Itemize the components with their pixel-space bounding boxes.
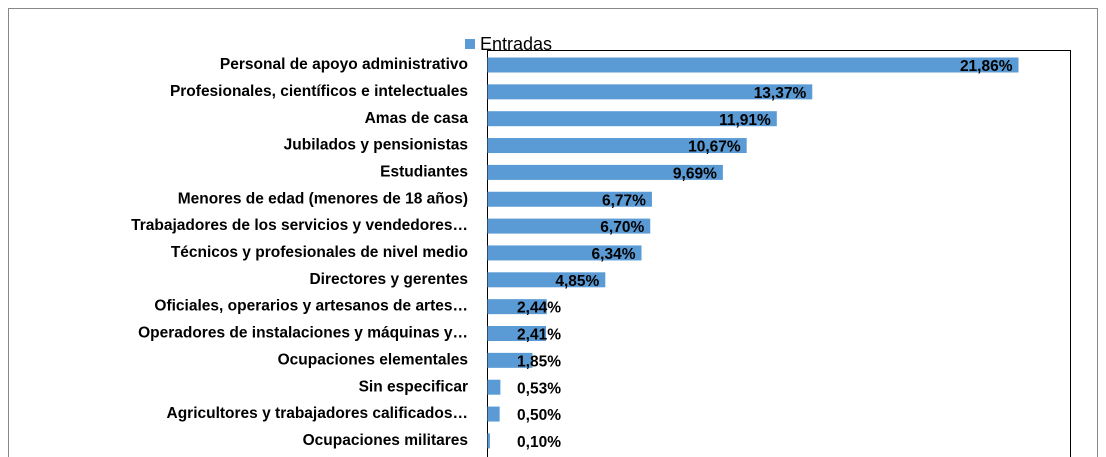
y-tick-label: Agricultores y trabajadores calificados… bbox=[167, 405, 469, 422]
data-label: 2,44% bbox=[517, 300, 561, 317]
y-tick-label: Jubilados y pensionistas bbox=[284, 137, 468, 154]
y-tick-label: Profesionales, científicos e intelectual… bbox=[170, 83, 468, 100]
y-tick-label: Operadores de instalaciones y máquinas y… bbox=[138, 325, 468, 342]
data-label: 2,41% bbox=[517, 327, 561, 344]
bar bbox=[487, 138, 747, 154]
bar bbox=[487, 164, 723, 180]
y-tick-label: Ocupaciones elementales bbox=[278, 351, 468, 368]
y-tick-label: Oficiales, operarios y artesanos de arte… bbox=[154, 298, 468, 315]
data-label: 6,34% bbox=[592, 246, 636, 263]
chart-border bbox=[8, 8, 1098, 457]
y-tick-label: Trabajadores de los servicios y vendedor… bbox=[131, 217, 468, 234]
y-tick-label: Ocupaciones militares bbox=[303, 432, 468, 449]
data-label: 21,86% bbox=[960, 58, 1013, 75]
bar bbox=[487, 299, 547, 315]
data-label: 0,10% bbox=[517, 434, 561, 451]
data-label: 4,85% bbox=[555, 273, 599, 290]
legend-label: Entradas bbox=[480, 34, 552, 54]
bar bbox=[487, 379, 501, 395]
y-tick-label: Personal de apoyo administrativo bbox=[220, 56, 468, 73]
data-label: 0,50% bbox=[517, 407, 561, 424]
y-tick-label: Menores de edad (menores de 18 años) bbox=[178, 190, 468, 207]
y-tick-label: Sin especificar bbox=[359, 378, 468, 395]
legend-swatch bbox=[465, 39, 475, 49]
bar bbox=[487, 406, 500, 422]
y-tick-label: Estudiantes bbox=[380, 163, 468, 180]
data-label: 9,69% bbox=[673, 165, 717, 182]
y-tick-label: Técnicos y profesionales de nivel medio bbox=[171, 244, 468, 261]
data-label: 11,91% bbox=[719, 112, 771, 129]
bar bbox=[487, 272, 606, 288]
bar bbox=[487, 326, 547, 341]
bar bbox=[487, 191, 652, 207]
data-label: 6,77% bbox=[602, 192, 646, 209]
data-label: 6,70% bbox=[600, 219, 644, 236]
bar bbox=[487, 245, 642, 261]
data-label: 0,53% bbox=[517, 380, 561, 397]
y-tick-label: Directores y gerentes bbox=[309, 271, 468, 288]
bar bbox=[487, 352, 533, 368]
y-tick-label: Amas de casa bbox=[365, 110, 469, 127]
data-label: 1,85% bbox=[517, 353, 561, 370]
bar bbox=[487, 84, 813, 100]
data-label: 13,37% bbox=[754, 85, 807, 102]
data-label: 10,67% bbox=[688, 139, 741, 156]
plot-area bbox=[487, 50, 1071, 457]
bar bbox=[487, 111, 777, 127]
bar bbox=[487, 433, 490, 449]
bar bbox=[487, 218, 651, 234]
bar bbox=[487, 57, 1019, 73]
